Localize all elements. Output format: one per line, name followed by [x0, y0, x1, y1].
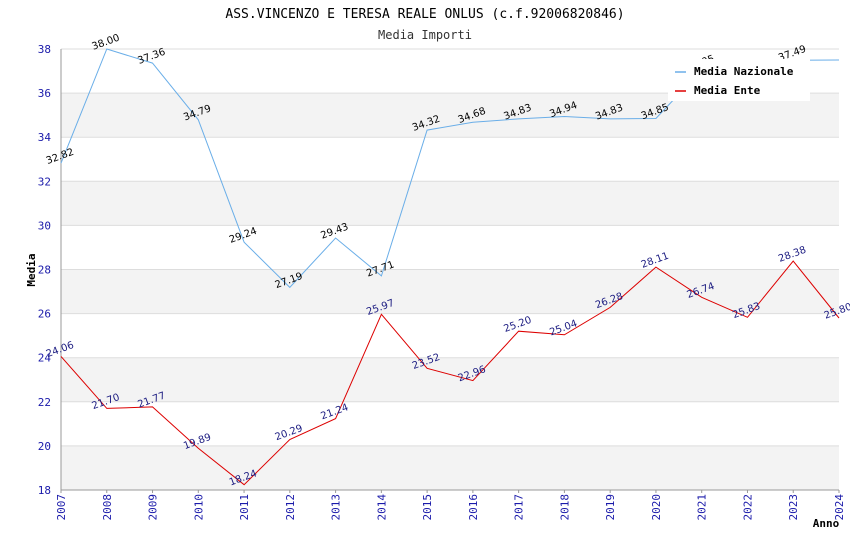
plot-band	[61, 269, 839, 314]
y-tick-label: 24	[38, 352, 52, 365]
x-tick-label: 2009	[147, 494, 160, 521]
x-tick-label: 2019	[604, 494, 617, 521]
x-tick-label: 2020	[650, 494, 663, 521]
plot-band	[61, 137, 839, 182]
plot-bands	[61, 49, 839, 490]
x-tick-label: 2012	[284, 494, 297, 521]
x-tick-label: 2021	[696, 494, 709, 521]
series-line-media-ente	[60, 260, 840, 486]
x-tick-label: 2010	[192, 494, 205, 521]
chart-subtitle: Media Importi	[378, 28, 472, 42]
plot-band	[61, 445, 839, 490]
x-tick-label: 2008	[101, 494, 114, 521]
y-tick-label: 38	[38, 43, 51, 56]
plot-band	[61, 181, 839, 226]
x-tick-label: 2011	[238, 494, 251, 521]
x-axis-label: Anno	[813, 517, 840, 530]
plot-band	[61, 357, 839, 402]
y-tick-label: 34	[38, 131, 52, 144]
plot-band	[61, 313, 839, 358]
y-tick-label: 18	[38, 484, 51, 497]
x-tick-label: 2018	[558, 494, 571, 521]
chart-title: ASS.VINCENZO E TERESA REALE ONLUS (c.f.9…	[225, 7, 624, 22]
x-tick-label: 2014	[375, 494, 388, 521]
plot-band	[61, 225, 839, 270]
x-tick-label: 2015	[421, 494, 434, 521]
x-tick-label: 2017	[513, 494, 526, 521]
y-axis-label: Media	[25, 253, 38, 286]
y-tick-label: 30	[38, 219, 51, 232]
x-tick-label: 2023	[787, 494, 800, 521]
legend-entry: Media Ente	[694, 84, 761, 97]
x-tick-labels: 2007 2008 2009 2010 2011 2012 2013 2014 2015 2016…	[55, 490, 846, 521]
y-tick-label: 20	[38, 440, 51, 453]
legend-box	[668, 59, 810, 101]
x-tick-label: 2007	[55, 494, 68, 521]
legend: Media Nazionale Media Ente	[668, 59, 810, 101]
y-tick-label: 28	[38, 264, 51, 277]
y-tick-label: 26	[38, 308, 51, 321]
y-tick-label: 32	[38, 175, 51, 188]
x-tick-label: 2022	[741, 494, 754, 521]
axes	[60, 49, 839, 491]
x-tick-label: 2024	[833, 494, 846, 521]
plot-band	[61, 401, 839, 446]
y-tick-label: 22	[38, 396, 51, 409]
y-tick-labels: 18 20 22 24 26 28 30 32 34 36 38	[38, 43, 52, 497]
x-tick-label: 2016	[467, 494, 480, 521]
legend-entry: Media Nazionale	[694, 65, 794, 78]
x-tick-label: 2013	[330, 494, 343, 521]
y-tick-label: 36	[38, 87, 51, 100]
